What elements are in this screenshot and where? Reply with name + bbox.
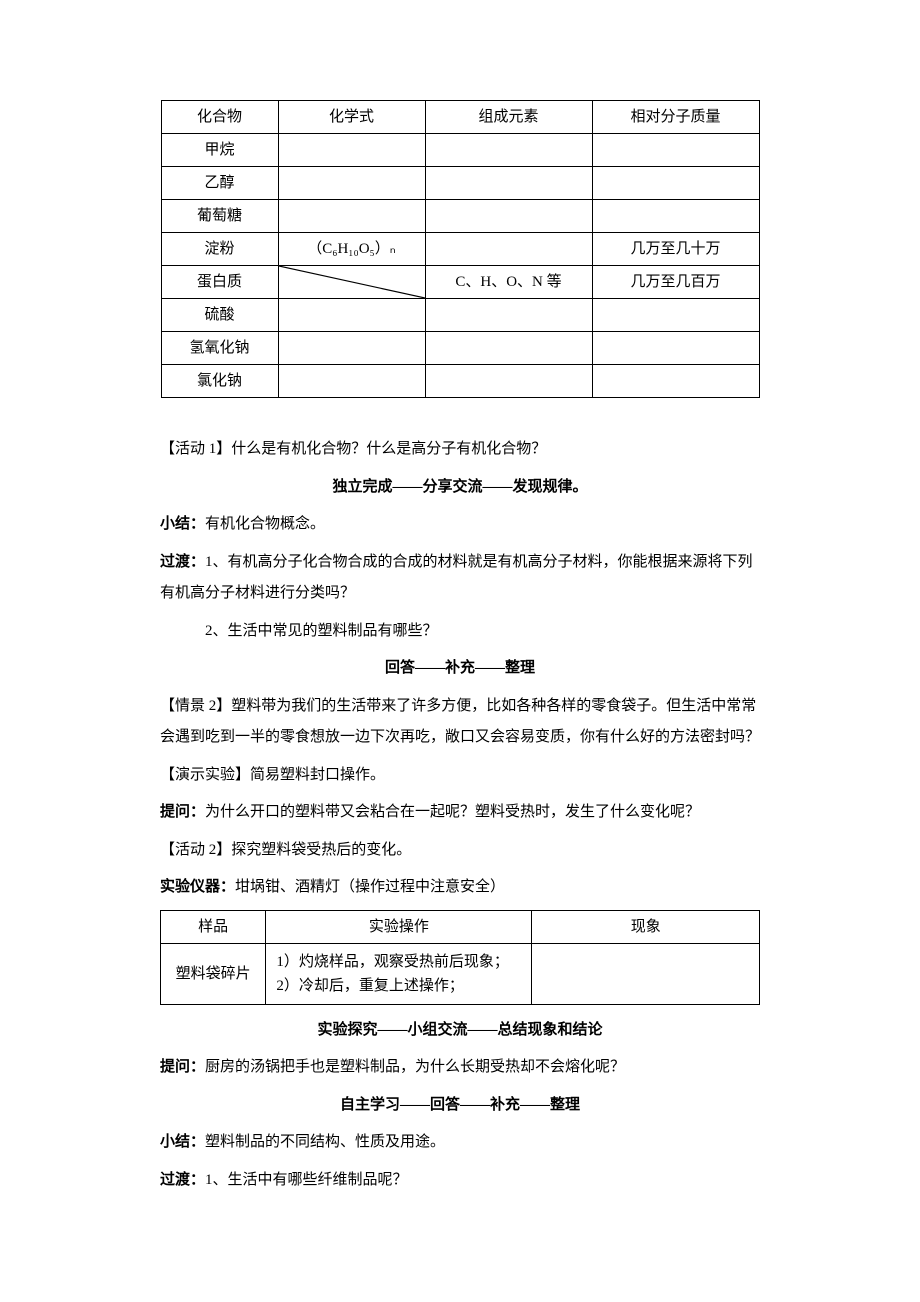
cell-mass xyxy=(592,365,759,398)
col-formula: 化学式 xyxy=(278,101,425,134)
transition-1-line1: 1、有机高分子化合物合成的合成的材料就是有机高分子材料，你能根据来源将下列有机高… xyxy=(160,554,753,602)
cell-mass xyxy=(592,299,759,332)
cell-formula xyxy=(278,332,425,365)
cell-mass xyxy=(592,332,759,365)
question-2-label: 提问： xyxy=(160,1059,205,1075)
activity-2: 【活动 2】探究塑料袋受热后的变化。 xyxy=(160,835,760,867)
col-mass: 相对分子质量 xyxy=(592,101,759,134)
cell-name: 甲烷 xyxy=(161,134,278,167)
apparatus-text: 坩埚钳、酒精灯（操作过程中注意安全） xyxy=(235,879,505,895)
cell-name: 葡萄糖 xyxy=(161,200,278,233)
cell-phenomenon xyxy=(532,943,760,1004)
question-2-text: 厨房的汤锅把手也是塑料制品，为什么长期受热却不会熔化呢？ xyxy=(205,1059,625,1075)
summary-2-label: 小结： xyxy=(160,1134,205,1150)
table-row: 塑料袋碎片 1）灼烧样品，观察受热前后现象； 2）冷却后，重复上述操作； xyxy=(161,943,760,1004)
cell-sample: 塑料袋碎片 xyxy=(161,943,266,1004)
table-row: 氢氧化钠 xyxy=(161,332,759,365)
question-1: 提问：为什么开口的塑料带又会粘合在一起呢？塑料受热时，发生了什么变化呢？ xyxy=(160,797,760,829)
cell-name: 氢氧化钠 xyxy=(161,332,278,365)
cell-mass: 几万至几十万 xyxy=(592,233,759,266)
scene-2-label: 【情景 2】 xyxy=(160,698,231,714)
question-1-text: 为什么开口的塑料带又会粘合在一起呢？塑料受热时，发生了什么变化呢？ xyxy=(205,804,700,820)
cell-mass xyxy=(592,134,759,167)
process-line-3: 实验探究——小组交流——总结现象和结论 xyxy=(160,1015,760,1047)
summary-1-label: 小结： xyxy=(160,516,205,532)
col-elements: 组成元素 xyxy=(425,101,592,134)
cell-formula xyxy=(278,134,425,167)
summary-2: 小结：塑料制品的不同结构、性质及用途。 xyxy=(160,1127,760,1159)
cell-elements: C、H、O、N 等 xyxy=(425,266,592,299)
cell-elements xyxy=(425,134,592,167)
cell-formula xyxy=(278,299,425,332)
cell-elements xyxy=(425,299,592,332)
question-2: 提问：厨房的汤锅把手也是塑料制品，为什么长期受热却不会熔化呢？ xyxy=(160,1052,760,1084)
cell-name: 氯化钠 xyxy=(161,365,278,398)
page-container: 化合物 化学式 组成元素 相对分子质量 甲烷 乙醇 葡萄糖 淀粉 （C₆H₁₀O… xyxy=(0,0,920,1302)
cell-name: 乙醇 xyxy=(161,167,278,200)
cell-name: 硫酸 xyxy=(161,299,278,332)
scene-2: 【情景 2】塑料带为我们的生活带来了许多方便，比如各种各样的零食袋子。但生活中常… xyxy=(160,691,760,754)
summary-1-text: 有机化合物概念。 xyxy=(205,516,325,532)
demo-label: 【演示实验】 xyxy=(160,767,250,783)
demo-experiment: 【演示实验】简易塑料封口操作。 xyxy=(160,760,760,792)
cell-elements xyxy=(425,167,592,200)
scene-2-text: 塑料带为我们的生活带来了许多方便，比如各种各样的零食袋子。但生活中常常会遇到吃到… xyxy=(160,698,760,746)
table-row: 蛋白质 C、H、O、N 等 几万至几百万 xyxy=(161,266,759,299)
col-sample: 样品 xyxy=(161,910,266,943)
table-row: 葡萄糖 xyxy=(161,200,759,233)
cell-mass xyxy=(592,200,759,233)
cell-formula xyxy=(278,167,425,200)
table-row: 甲烷 xyxy=(161,134,759,167)
cell-name: 蛋白质 xyxy=(161,266,278,299)
diagonal-line-icon xyxy=(279,266,425,298)
cell-formula-diagonal xyxy=(278,266,425,299)
cell-elements xyxy=(425,332,592,365)
table-row: 乙醇 xyxy=(161,167,759,200)
activity-1-label: 【活动 1】 xyxy=(160,441,231,457)
summary-2-text: 塑料制品的不同结构、性质及用途。 xyxy=(205,1134,445,1150)
question-1-label: 提问： xyxy=(160,804,205,820)
transition-2-label: 过渡： xyxy=(160,1172,205,1188)
table-header-row: 化合物 化学式 组成元素 相对分子质量 xyxy=(161,101,759,134)
transition-1-label: 过渡： xyxy=(160,554,205,570)
activity-1-text: 什么是有机化合物？什么是高分子有机化合物？ xyxy=(231,441,546,457)
demo-text: 简易塑料封口操作。 xyxy=(250,767,385,783)
summary-1: 小结：有机化合物概念。 xyxy=(160,509,760,541)
transition-1-line2: 2、生活中常见的塑料制品有哪些？ xyxy=(160,616,760,648)
process-line-1: 独立完成——分享交流——发现规律。 xyxy=(160,472,760,504)
table-header-row: 样品 实验操作 现象 xyxy=(161,910,760,943)
cell-formula xyxy=(278,200,425,233)
apparatus-label: 实验仪器： xyxy=(160,879,235,895)
op-line-2: 2）冷却后，重复上述操作； xyxy=(276,978,464,994)
transition-2-text: 1、生活中有哪些纤维制品呢？ xyxy=(205,1172,408,1188)
cell-name: 淀粉 xyxy=(161,233,278,266)
table-row: 淀粉 （C₆H₁₀O₅）ₙ 几万至几十万 xyxy=(161,233,759,266)
cell-mass: 几万至几百万 xyxy=(592,266,759,299)
activity-2-label: 【活动 2】 xyxy=(160,842,231,858)
cell-elements xyxy=(425,200,592,233)
transition-2: 过渡：1、生活中有哪些纤维制品呢？ xyxy=(160,1165,760,1197)
table-row: 硫酸 xyxy=(161,299,759,332)
col-phenomenon: 现象 xyxy=(532,910,760,943)
process-line-2: 回答——补充——整理 xyxy=(160,653,760,685)
activity-1: 【活动 1】什么是有机化合物？什么是高分子有机化合物？ xyxy=(160,434,760,466)
cell-formula: （C₆H₁₀O₅）ₙ xyxy=(278,233,425,266)
cell-elements xyxy=(425,365,592,398)
transition-1: 过渡：1、有机高分子化合物合成的合成的材料就是有机高分子材料，你能根据来源将下列… xyxy=(160,547,760,610)
process-line-4: 自主学习——回答——补充——整理 xyxy=(160,1090,760,1122)
cell-mass xyxy=(592,167,759,200)
cell-formula xyxy=(278,365,425,398)
cell-operation: 1）灼烧样品，观察受热前后现象； 2）冷却后，重复上述操作； xyxy=(266,943,532,1004)
compounds-table: 化合物 化学式 组成元素 相对分子质量 甲烷 乙醇 葡萄糖 淀粉 （C₆H₁₀O… xyxy=(161,100,760,398)
apparatus: 实验仪器：坩埚钳、酒精灯（操作过程中注意安全） xyxy=(160,872,760,904)
experiment-table: 样品 实验操作 现象 塑料袋碎片 1）灼烧样品，观察受热前后现象； 2）冷却后，… xyxy=(160,910,760,1005)
op-line-1: 1）灼烧样品，观察受热前后现象； xyxy=(276,954,509,970)
col-compound: 化合物 xyxy=(161,101,278,134)
col-operation: 实验操作 xyxy=(266,910,532,943)
spacer xyxy=(160,408,760,428)
cell-elements xyxy=(425,233,592,266)
activity-2-text: 探究塑料袋受热后的变化。 xyxy=(231,842,411,858)
table-row: 氯化钠 xyxy=(161,365,759,398)
